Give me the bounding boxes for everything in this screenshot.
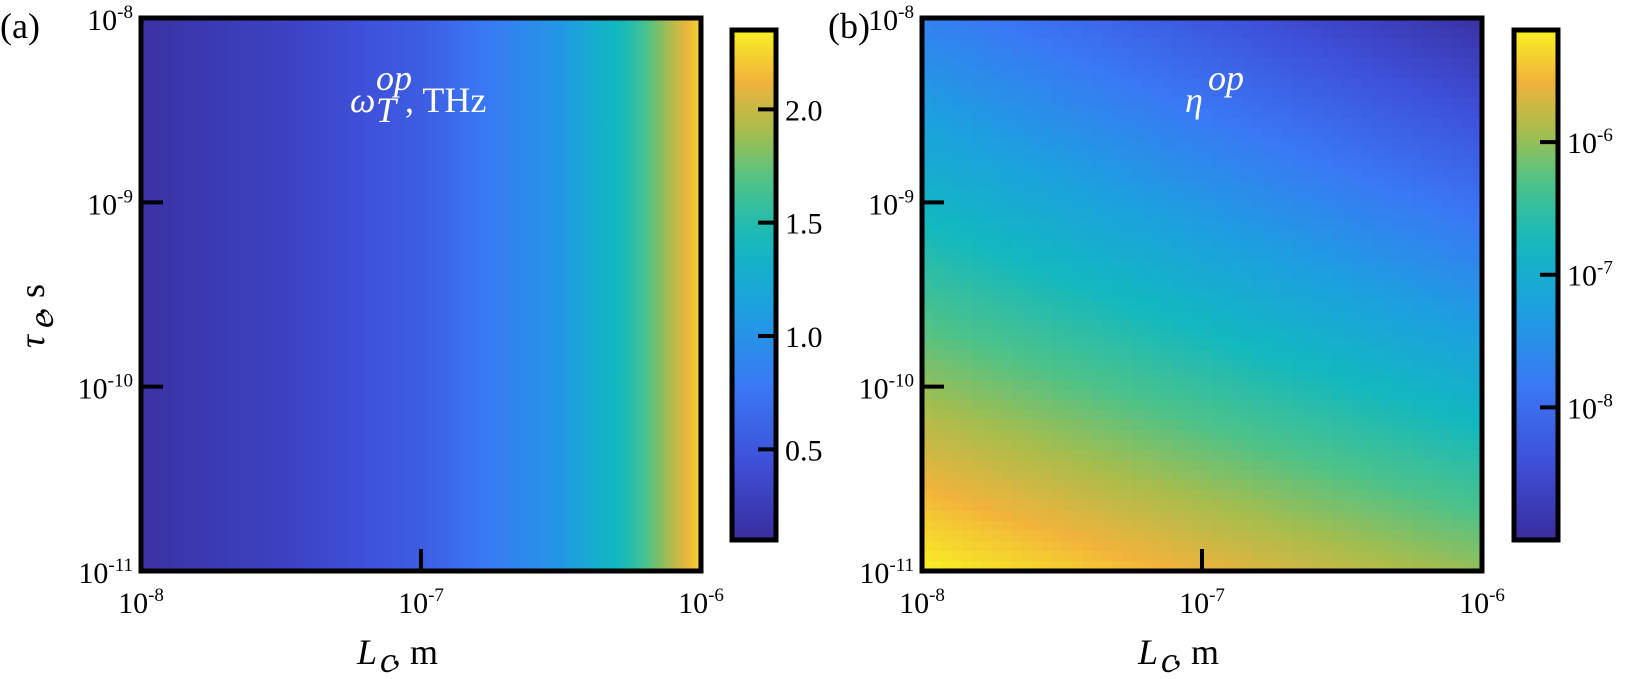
inset-label-b: η op [1185, 58, 1244, 120]
colorbar-b [1514, 30, 1558, 540]
x-unit-a: , m [392, 632, 438, 672]
y-axis-title-a: τ e , s [12, 284, 61, 348]
colorbar-frame-b [1511, 27, 1561, 543]
colorbar-tick-label-a-2: 1.5 [785, 208, 823, 241]
colorbar-tick-label-b-0: 10-8 [1567, 390, 1613, 425]
y-sub-a: e [21, 312, 61, 328]
plot-frame-b [919, 15, 1485, 574]
y-tick-label-b-1: 10-10 [859, 371, 914, 406]
colorbar-tick-label-a-3: 2.0 [785, 94, 823, 127]
colorbar-tick-label-a-0: 0.5 [785, 434, 823, 467]
x-tick-label-a-2: 10-6 [678, 585, 724, 620]
x-sub-a: c [380, 640, 396, 679]
x-tick-label-a-1: 10-7 [398, 585, 444, 620]
panel-label-a: (a) [0, 6, 40, 46]
y-tick-label-a-2: 10-9 [87, 186, 133, 221]
y-var-a: τ [12, 334, 52, 348]
plot-frame-a [138, 15, 704, 574]
heatmap-a [141, 18, 701, 571]
inset-subscript-a: T [376, 90, 399, 130]
heatmap-b-cells [922, 18, 1483, 572]
inset-symbol-a: ω [350, 80, 375, 120]
inset-superscript-b: op [1208, 58, 1244, 98]
colorbar-tick-label-b-1: 10-7 [1567, 258, 1613, 293]
x-sub-b: c [1161, 640, 1177, 679]
x-tick-label-b-0: 10-8 [899, 585, 945, 620]
y-tick-label-a-3: 10-8 [87, 2, 133, 37]
y-tick-label-b-2: 10-9 [868, 186, 914, 221]
x-axis-title-b: L c , m [1137, 632, 1219, 679]
x-unit-b: , m [1173, 632, 1219, 672]
inset-label-a: ω op T , THz [350, 58, 486, 130]
y-tick-label-a-0: 10-11 [78, 555, 133, 590]
y-tick-label-b-0: 10-11 [859, 555, 914, 590]
x-tick-label-a-0: 10-8 [118, 585, 164, 620]
inset-unit-a: , THz [405, 80, 486, 120]
x-axis-title-a: L c , m [356, 632, 438, 679]
panel-label-b: (b) [828, 6, 870, 46]
y-unit-a: , s [12, 284, 52, 316]
y-tick-label-a-1: 10-10 [78, 371, 133, 406]
x-var-b: L [1137, 632, 1158, 672]
colorbar-a [732, 30, 776, 540]
x-tick-label-b-2: 10-6 [1459, 585, 1505, 620]
panel-a: 10-8 10-7 10-6 10-11 10-10 10-9 10-8 (a) ω op … [0, 2, 823, 679]
colorbar-tick-label-b-2: 10-6 [1567, 125, 1613, 160]
inset-symbol-b: η [1185, 80, 1203, 120]
y-tick-label-b-3: 10-8 [868, 2, 914, 37]
x-tick-label-b-1: 10-7 [1179, 585, 1225, 620]
inset-superscript-a: op [376, 58, 412, 98]
colorbar-tick-label-a-1: 1.0 [785, 321, 823, 354]
colorbar-frame-a [729, 27, 779, 543]
x-var-a: L [356, 632, 377, 672]
